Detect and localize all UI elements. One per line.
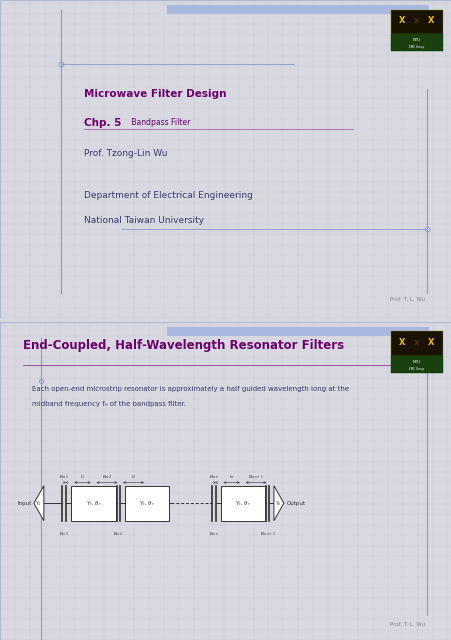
Text: Prof. T. L. Wu: Prof. T. L. Wu [389,622,424,627]
FancyBboxPatch shape [167,326,428,336]
Text: Microwave Filter Design: Microwave Filter Design [83,89,226,99]
Polygon shape [34,486,44,521]
FancyBboxPatch shape [124,486,169,521]
Text: $l_2$: $l_2$ [131,474,136,481]
Text: EMC Group: EMC Group [409,45,423,49]
Text: Output: Output [286,500,305,506]
Text: $B_{e,n+1}$: $B_{e,n+1}$ [259,531,275,538]
Text: National Taiwan University: National Taiwan University [83,216,203,225]
Text: X: X [398,16,405,25]
FancyBboxPatch shape [390,35,442,51]
Text: Prof. Tzong-Lin Wu: Prof. Tzong-Lin Wu [83,150,167,159]
Text: $B_{a,1}$: $B_{a,1}$ [59,474,69,481]
Text: $Y_r,\,\theta_r$: $Y_r,\,\theta_r$ [234,499,250,508]
Text: End-Coupled, Half-Wavelength Resonator Filters: End-Coupled, Half-Wavelength Resonator F… [23,339,343,353]
Text: $l_1$: $l_1$ [80,474,85,481]
Text: X: X [414,18,419,24]
Text: $Y_n$: $Y_n$ [275,499,282,508]
Text: $Y_r,\,\theta_r$: $Y_r,\,\theta_r$ [138,499,155,508]
Text: X: X [414,340,419,346]
Text: Each open-end microstrip resonator is approximately a half guided wavelength lon: Each open-end microstrip resonator is ap… [32,385,348,392]
Text: $l_n$: $l_n$ [229,474,234,481]
Text: $B_{e,2}$: $B_{e,2}$ [113,531,123,538]
Text: $B_{a,n+1}$: $B_{a,n+1}$ [248,474,263,481]
Text: $B_{a,n}$: $B_{a,n}$ [209,474,219,481]
Text: X: X [398,338,405,347]
Text: $B_{e,n}$: $B_{e,n}$ [209,531,219,538]
FancyBboxPatch shape [390,332,442,356]
Text: X: X [428,16,434,25]
Text: $Y_r,\,\theta_r$: $Y_r,\,\theta_r$ [85,499,101,508]
FancyBboxPatch shape [71,486,115,521]
Text: $Y_1$: $Y_1$ [35,499,42,508]
Text: midband frequency f₀ of the bandpass filter.: midband frequency f₀ of the bandpass fil… [32,401,185,408]
Text: $B_{e,1}$: $B_{e,1}$ [59,531,69,538]
Text: $B_{a,2}$: $B_{a,2}$ [101,474,112,481]
Text: NTU: NTU [412,360,420,364]
Polygon shape [273,486,283,521]
Text: NTU: NTU [412,38,420,42]
Text: Prof. T. L. Wu: Prof. T. L. Wu [389,297,424,302]
Text: X: X [428,338,434,347]
FancyBboxPatch shape [167,4,428,14]
FancyBboxPatch shape [220,486,264,521]
Text: Bandpass Filter: Bandpass Filter [129,118,190,127]
Text: Input: Input [17,500,32,506]
Text: EMC Group: EMC Group [409,367,423,371]
FancyBboxPatch shape [390,356,442,373]
FancyBboxPatch shape [390,10,442,35]
Text: Chp. 5: Chp. 5 [83,118,121,128]
Text: Department of Electrical Engineering: Department of Electrical Engineering [83,191,252,200]
